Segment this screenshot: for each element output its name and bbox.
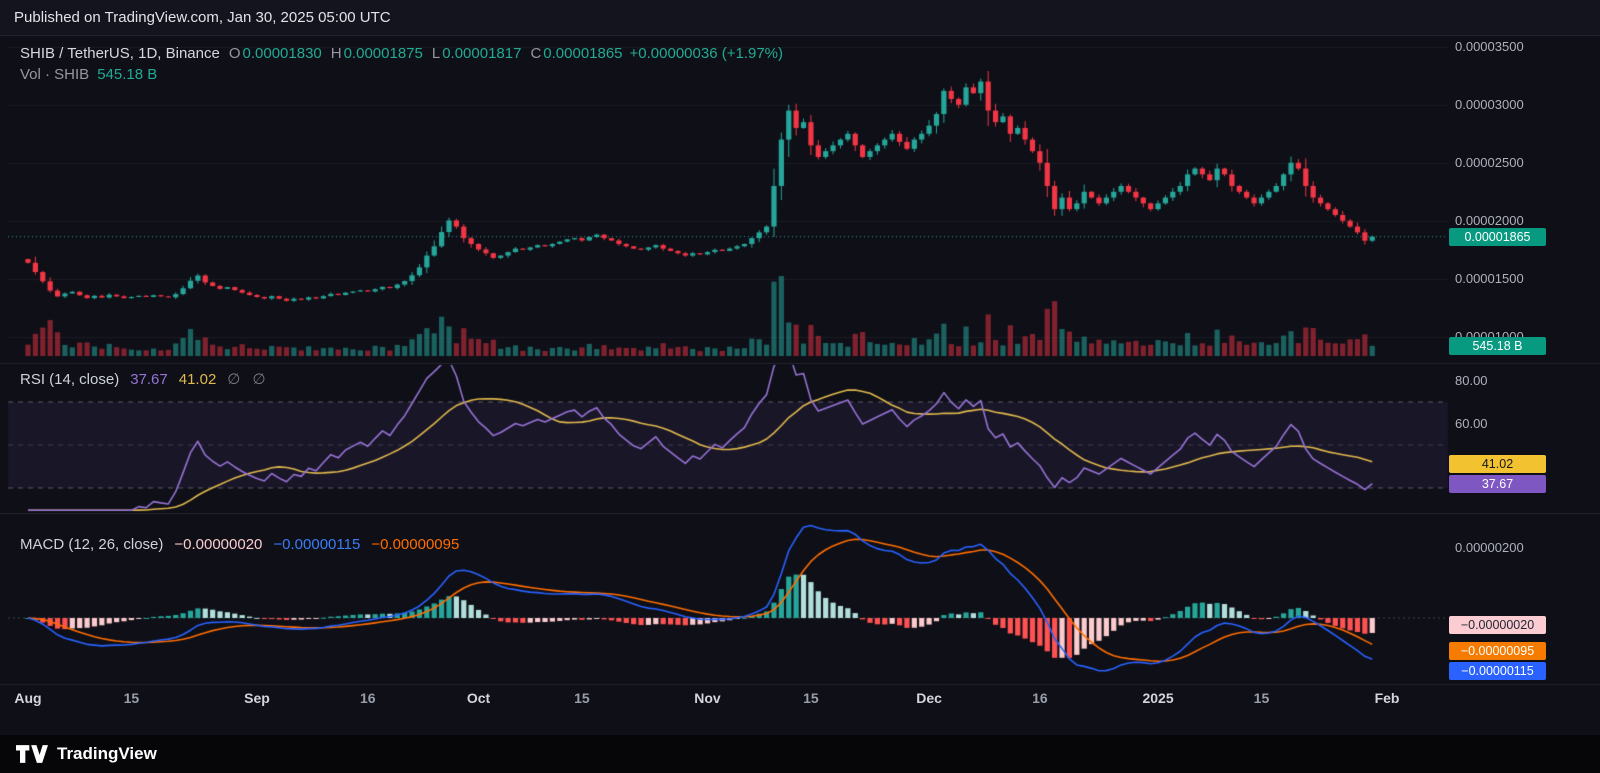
volume-badge: 545.18 B [1449,337,1546,355]
time-axis-label: Dec [916,690,942,706]
rsi-ma-badge: 41.02 [1449,455,1546,474]
time-axis-label: Sep [244,690,270,706]
macd-legend: MACD (12, 26, close) −0.00000020 −0.0000… [20,536,459,553]
macd-line-value: −0.00000115 [273,536,361,553]
time-axis-label: 15 [123,690,140,706]
time-axis-label: 16 [359,690,376,706]
rsi-ma-value: 41.02 [178,371,217,388]
time-axis-label: Oct [466,690,491,706]
price-axis-label: 0.00003500 [1455,39,1524,54]
symbol-title: SHIB / TetherUS, 1D, Binance [20,45,220,62]
price-axis-label: 0.00001500 [1455,271,1524,286]
published-bar: Published on TradingView.com, Jan 30, 20… [0,0,1600,36]
time-axis-label: 16 [1032,690,1048,706]
time-axis-label: 2025 [1142,690,1174,706]
low-value: 0.00001817 [442,45,522,62]
main-legend: SHIB / TetherUS, 1D, Binance O 0.00001830… [20,45,783,62]
tradingview-logo[interactable] [16,745,48,763]
time-axis-label: 15 [1253,690,1270,706]
macd-hist-value: −0.00000020 [174,536,263,553]
high-label: H [330,45,342,62]
low-label: L [431,45,441,62]
volume-value: 545.18 B [97,66,158,83]
footer-bar: TradingView [0,735,1600,773]
price-axis-label: 0.00002500 [1455,155,1524,170]
macd-hist-badge: −0.00000020 [1449,616,1546,634]
macd-signal-badge: −0.00000095 [1449,642,1546,661]
tradingview-brand[interactable]: TradingView [57,744,157,763]
rsi-title: RSI (14, close) [20,371,120,388]
close-value: 0.00001865 [543,45,623,62]
time-axis-label: 15 [803,690,819,706]
volume-legend: Vol · SHIB 545.18 B [20,66,157,83]
time-axis-label: Aug [14,690,42,706]
change-value: +0.00000036 (+1.97%) [629,45,783,62]
price-axis-label: 0.00003000 [1455,97,1524,112]
macd-axis-label: 0.00000200 [1455,540,1524,555]
rsi-hidden-inputs: ∅ ∅ [227,371,270,388]
macd-signal-value: −0.00000095 [371,536,460,553]
open-label: O [228,45,241,62]
rsi-axis-label: 80.00 [1455,372,1488,388]
rsi-value: 37.67 [130,371,168,388]
rsi-value-badge: 37.67 [1449,475,1546,494]
close-label: C [530,45,542,62]
price-axis-label: 0.00002000 [1455,213,1524,228]
current-price-badge: 0.00001865 [1449,227,1546,246]
time-axis-label: Feb [1374,690,1400,706]
macd-title: MACD (12, 26, close) [20,536,164,553]
chart-canvas [0,0,1600,735]
volume-label: Vol · SHIB [20,66,90,83]
published-text: Published on TradingView.com, Jan 30, 20… [14,9,391,26]
rsi-legend: RSI (14, close) 37.67 41.02 ∅ ∅ [20,370,270,388]
high-value: 0.00001875 [343,45,423,62]
time-axis-label: 15 [574,690,590,706]
macd-line-badge: −0.00000115 [1449,662,1546,681]
rsi-axis-label: 60.00 [1455,415,1488,431]
time-axis-label: Nov [694,690,721,706]
open-value: 0.00001830 [242,45,322,62]
